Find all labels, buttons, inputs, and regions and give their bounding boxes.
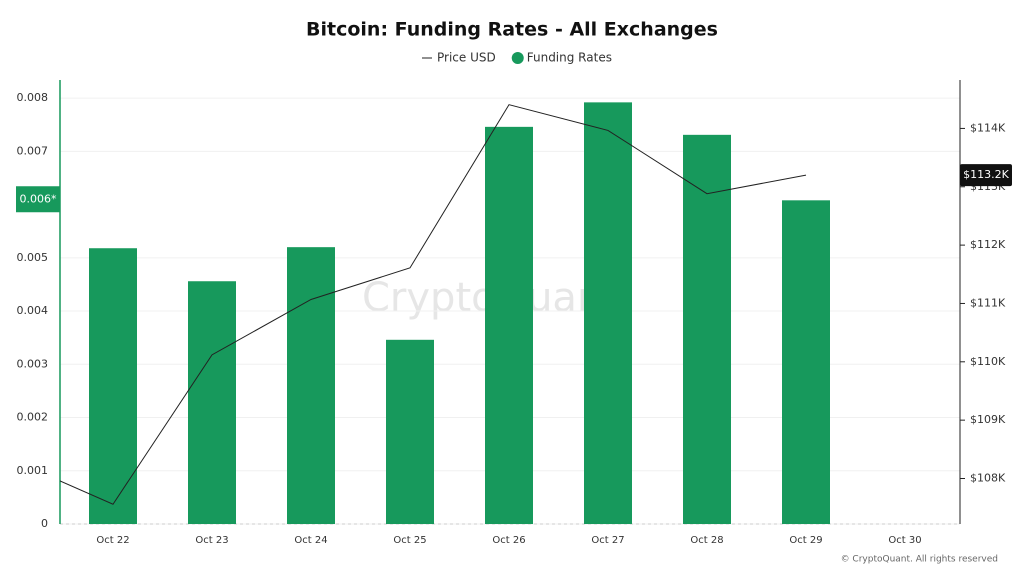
price-line [60, 104, 807, 505]
x-tick-label: Oct 29 [789, 535, 822, 546]
legend: Price USD Funding Rates [422, 51, 612, 65]
footer: © CryptoQuant. All rights reserved [841, 555, 998, 565]
x-tick-label: Oct 27 [591, 535, 624, 546]
y-tick-label: 0.004 [17, 304, 49, 317]
y-tick-label: 0.003 [17, 357, 49, 370]
y-tick-label: 0.007 [17, 144, 49, 157]
plot-area [60, 102, 830, 525]
y-tick-label: 0.002 [17, 411, 49, 424]
y-tick-label: 0.008 [17, 91, 49, 104]
bar [584, 102, 632, 524]
legend-label: Price USD [437, 51, 496, 65]
bar [485, 126, 533, 524]
legend-swatch [511, 52, 524, 64]
current-price-box [960, 164, 1012, 187]
y-tick-label: 0 [41, 517, 48, 530]
bar [89, 248, 137, 524]
y-tick-label: 0.005 [17, 251, 49, 264]
y2-tick-label: $110K [970, 355, 1006, 368]
y2-tick-label: $108K [970, 471, 1006, 484]
current-price-label: $113.2K [963, 168, 1009, 181]
x-tick-label: Oct 24 [294, 535, 327, 546]
bar [188, 281, 236, 524]
y2-tick-label: $109K [970, 413, 1006, 426]
bar [386, 339, 434, 524]
bar [782, 200, 830, 525]
x-tick-label: Oct 23 [195, 535, 228, 546]
bar [287, 247, 335, 524]
chart-title: Bitcoin: Funding Rates - All Exchanges [306, 19, 718, 41]
bar [683, 134, 731, 524]
y2-tick-label: $114K [970, 121, 1006, 134]
y2-tick-label: $111K [970, 296, 1006, 309]
y2-tick-label: $112K [970, 238, 1006, 251]
current-rate-box [16, 186, 60, 213]
x-tick-label: Oct 25 [393, 535, 426, 546]
x-tick-label: Oct 30 [888, 535, 921, 546]
x-tick-label: Oct 22 [96, 535, 129, 546]
x-tick-label: Oct 28 [690, 535, 723, 546]
y-tick-label: 0.001 [17, 464, 49, 477]
current-rate-label: 0.006* [20, 192, 57, 205]
legend-label: Funding Rates [527, 51, 612, 65]
x-tick-label: Oct 26 [492, 535, 525, 546]
